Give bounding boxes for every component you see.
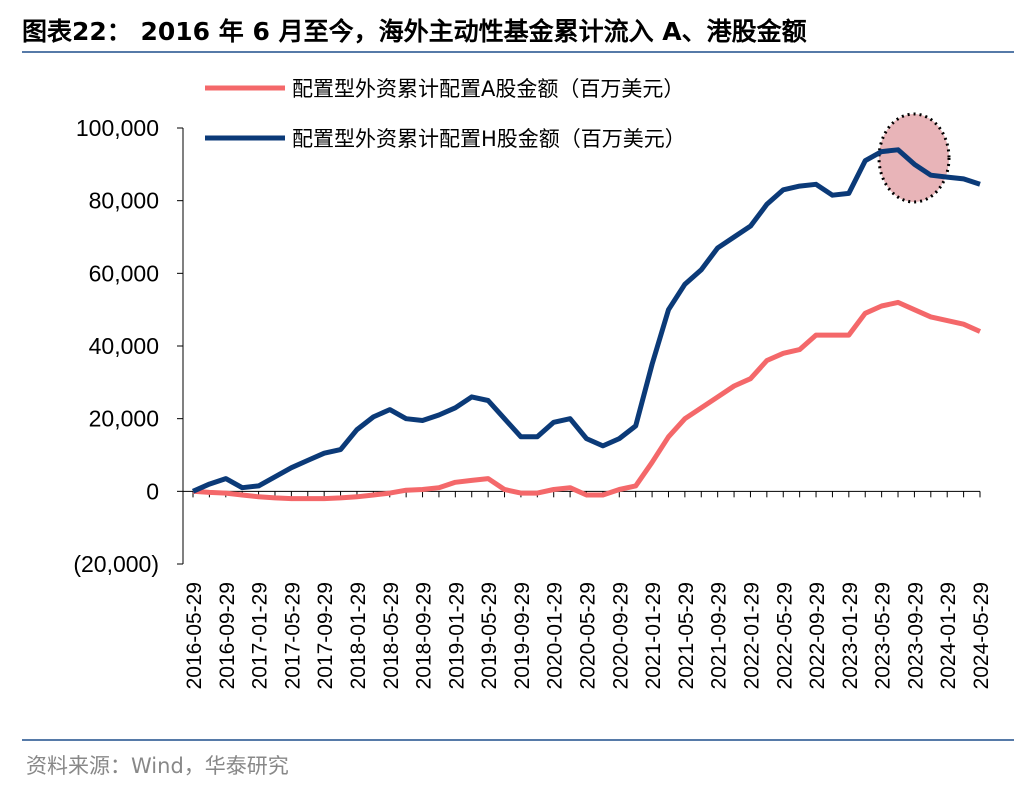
x-tick-label: 2020-05-29 [577, 582, 600, 689]
x-tick-label: 2019-05-29 [478, 582, 501, 689]
x-tick-label: 2021-01-29 [642, 582, 665, 689]
series-line [191, 147, 981, 494]
y-tick-label: 80,000 [89, 188, 159, 214]
x-tick-label: 2024-05-29 [970, 582, 993, 689]
y-tick-label: 100,000 [76, 115, 159, 141]
x-tick-label: 2023-01-29 [839, 582, 862, 689]
y-tick-label: 60,000 [89, 260, 159, 286]
x-tick-label: 2020-09-29 [609, 582, 632, 689]
x-tick-label: 2018-09-29 [413, 582, 436, 689]
x-tick-label: 2021-05-29 [675, 582, 698, 689]
x-tick-label: 2019-09-29 [511, 582, 534, 689]
x-tick-label: 2022-05-29 [773, 582, 796, 689]
x-tick-label: 2017-05-29 [281, 582, 304, 689]
x-tick-label: 2019-01-29 [445, 582, 468, 689]
x-tick-label: 2018-05-29 [380, 582, 403, 689]
x-tick-label: 2022-09-29 [806, 582, 829, 689]
x-tick-label: 2016-05-29 [183, 582, 206, 689]
x-tick-label: 2023-09-29 [904, 582, 927, 689]
y-tick-label: 20,000 [89, 406, 159, 432]
y-tick-label: (20,000) [73, 551, 159, 577]
highlight-ellipse [877, 112, 951, 204]
x-tick-label: 2016-09-29 [216, 582, 239, 689]
series-line [192, 299, 982, 502]
x-tick-label: 2022-01-29 [740, 582, 763, 689]
y-tick-label: 40,000 [89, 333, 159, 359]
x-tick-label: 2024-01-29 [937, 582, 960, 689]
x-tick-label: 2021-09-29 [708, 582, 731, 689]
x-tick-label: 2017-09-29 [314, 582, 337, 689]
x-tick-label: 2023-05-29 [872, 582, 895, 689]
legend-label: 配置型外资累计配置A股金额（百万美元） [292, 77, 684, 101]
y-tick-label: 0 [146, 478, 159, 504]
x-tick-label: 2020-01-29 [544, 582, 567, 689]
x-tick-label: 2017-01-29 [249, 582, 272, 689]
legend-label: 配置型外资累计配置H股金额（百万美元） [292, 127, 686, 151]
chart-title: 图表22： 2016 年 6 月至今，海外主动性基金累计流入 A、港股金额 [22, 17, 807, 46]
source: 资料来源：Wind，华泰研究 [26, 754, 289, 778]
x-tick-label: 2018-01-29 [347, 582, 370, 689]
